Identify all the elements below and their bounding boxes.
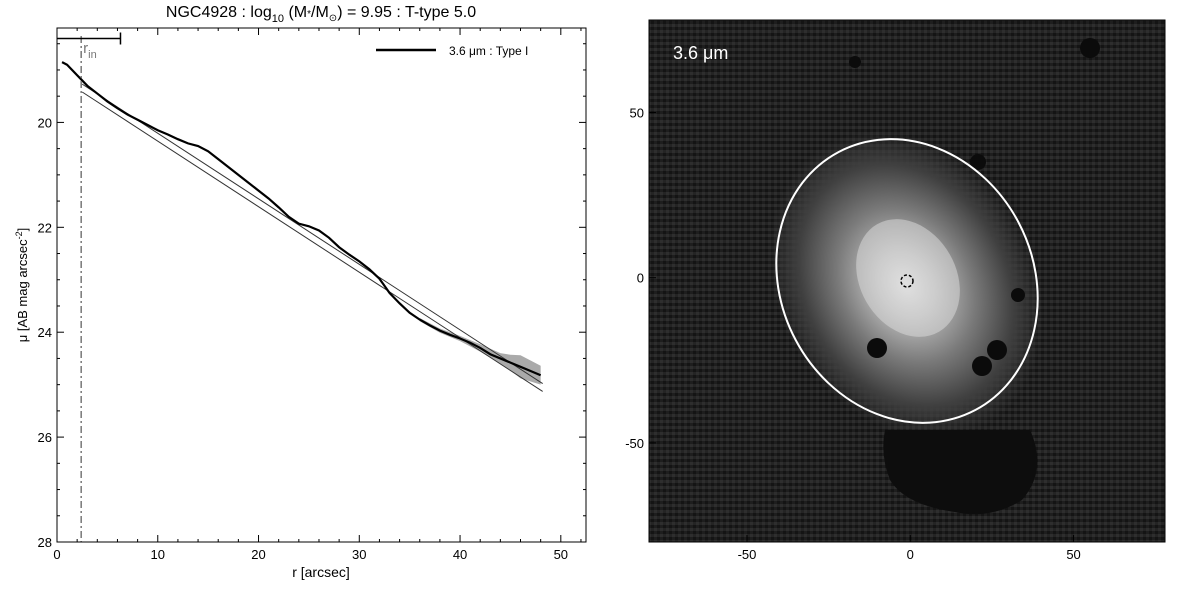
x-axis-label: r [arcsec] <box>292 564 350 580</box>
x-tick-label: 40 <box>453 547 467 562</box>
image-x-tick-label: 50 <box>1066 547 1080 562</box>
left-x-ticks: 0 10 20 30 40 50 <box>53 28 582 562</box>
legend: 3.6 μm : Type I <box>376 44 528 58</box>
profile-line <box>61 61 542 377</box>
fit-line-1 <box>81 91 543 392</box>
left-plot-frame <box>56 27 587 543</box>
y-tick-label: 20 <box>38 115 52 130</box>
y-tick-label: 22 <box>38 220 52 235</box>
mask-spot-6 <box>1080 38 1100 58</box>
chart-title: NGC4928 : log10 (M*/M⊙) = 9.95 : T-type … <box>166 4 476 25</box>
mask-spot-4 <box>1011 288 1025 302</box>
surface-brightness-profile: rin 0 10 20 30 40 50 20 22 24 26 28 3.6 μm : Type… <box>14 27 587 580</box>
legend-label: 3.6 μm : Type I <box>449 44 528 58</box>
mask-spot-2 <box>987 340 1007 360</box>
fit-line-2 <box>81 83 543 385</box>
image-x-tick-label: -50 <box>738 547 757 562</box>
rin-marker: rin <box>57 32 122 542</box>
image-y-tick-label: 0 <box>637 271 644 286</box>
masked-region <box>883 430 1038 515</box>
center-marker <box>900 274 914 288</box>
image-x-tick-label: 0 <box>907 547 914 562</box>
mask-spot-1 <box>867 338 887 358</box>
y-axis-label: μ [AB mag arcsec-2] <box>14 228 30 343</box>
rin-label: rin <box>83 40 97 61</box>
left-y-ticks: 20 22 24 26 28 <box>38 43 586 550</box>
aperture-ellipse <box>775 138 1039 424</box>
x-tick-label: 0 <box>53 547 60 562</box>
mask-spot-7 <box>849 56 861 68</box>
y-tick-label: 24 <box>38 325 52 340</box>
right-y-ticks: -50 0 50 <box>625 106 656 451</box>
x-tick-label: 20 <box>251 547 265 562</box>
mask-spot-5 <box>970 154 986 170</box>
galaxy-image-panel: 3.6 μm -50 0 50 -50 0 50 <box>625 19 1166 562</box>
galaxy-core <box>856 219 960 337</box>
y-tick-label: 28 <box>38 535 52 550</box>
right-plot-frame <box>648 19 1166 543</box>
x-tick-label: 50 <box>554 547 568 562</box>
x-tick-label: 30 <box>352 547 366 562</box>
image-y-tick-label: 50 <box>630 106 644 121</box>
y-tick-label: 26 <box>38 430 52 445</box>
x-tick-label: 10 <box>151 547 165 562</box>
right-x-ticks: -50 0 50 <box>738 535 1081 562</box>
band-label: 3.6 μm <box>673 43 728 63</box>
image-y-tick-label: -50 <box>625 436 644 451</box>
profile-series <box>61 61 542 377</box>
mask-spot-3 <box>972 356 992 376</box>
